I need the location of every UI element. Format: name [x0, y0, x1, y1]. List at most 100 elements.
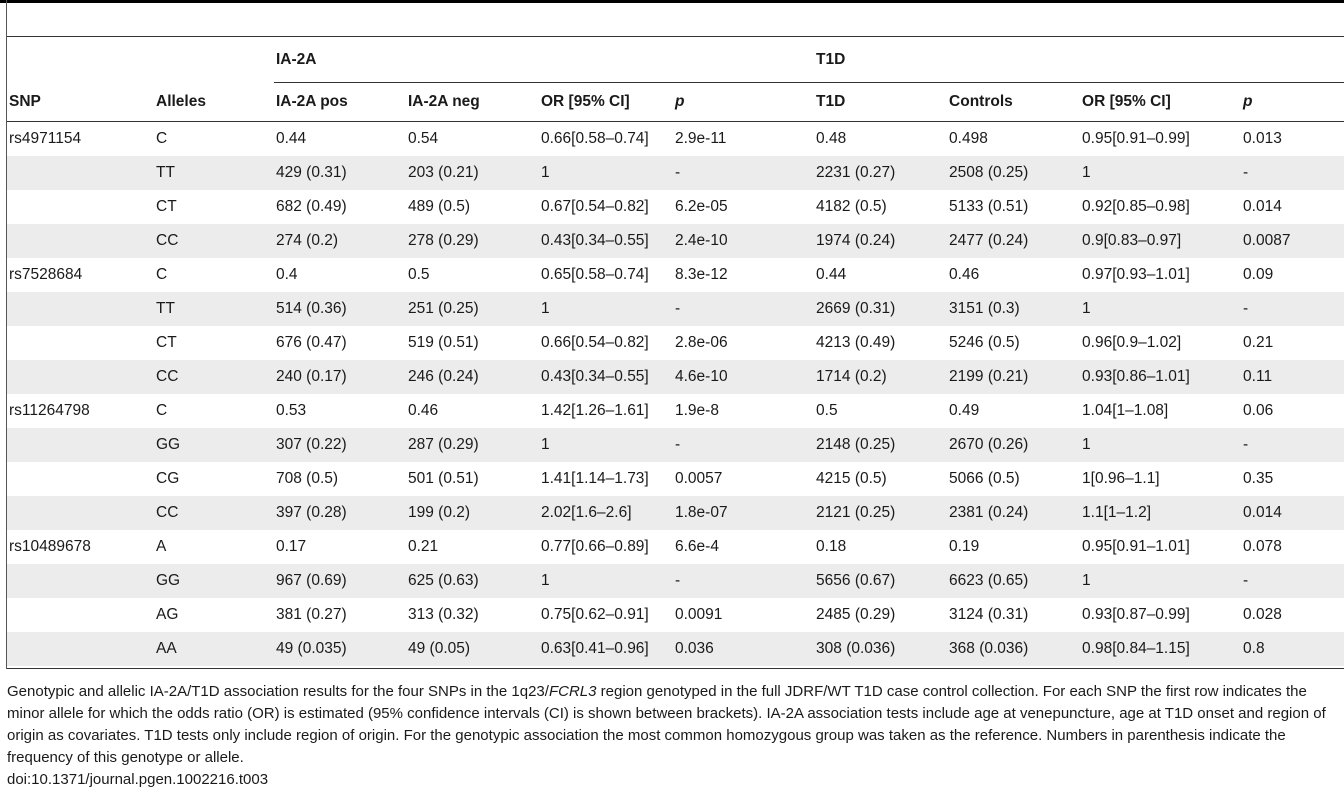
cell-t1d-or: 0.9[0.83–0.97]: [1080, 224, 1242, 258]
cell-t1d-or: 0.97[0.93–1.01]: [1082, 266, 1190, 283]
cell-ia2a-or: 0.65[0.58–0.74]: [541, 266, 649, 283]
cell-ia2a-neg: 49 (0.05): [406, 632, 539, 666]
cell-t1d-or: 1: [1080, 292, 1242, 326]
footnote-doi: doi:10.1371/journal.pgen.1002216.t003: [7, 771, 269, 788]
cell-ia2a-p: 2.9e-11: [675, 130, 727, 147]
table-row: AG 381 (0.27) 313 (0.32) 0.75[0.62–0.91] 0.0…: [7, 598, 1344, 632]
cell-ia2a-neg: 0.46: [408, 402, 439, 419]
cell-t1d: 4182 (0.5): [816, 198, 887, 215]
cell-controls: 2477 (0.24): [947, 224, 1081, 258]
cell-controls: 2381 (0.24): [947, 496, 1081, 530]
cell-ia2a-neg: 0.21: [408, 538, 439, 555]
results-table: IA-2A T1D SNP Alleles IA-2A pos IA-2A ne…: [7, 37, 1344, 666]
table-row: CT 676 (0.47) 519 (0.51) 0.66[0.54–0.82] 2.8…: [7, 326, 1344, 360]
col-header-t1d: T1D: [814, 82, 948, 122]
cell-ia2a-neg: 625 (0.63): [406, 564, 539, 598]
cell-t1d-p: 0.8: [1241, 632, 1344, 666]
cell-allele: CT: [156, 334, 177, 351]
cell-allele: CG: [156, 470, 180, 487]
cell-t1d: 5656 (0.67): [814, 564, 948, 598]
cell-t1d: 2669 (0.31): [814, 292, 948, 326]
cell-ia2a-p: 0.0057: [675, 470, 723, 487]
column-header-row: SNP Alleles IA-2A pos IA-2A neg OR [95% …: [7, 82, 1344, 122]
cell-ia2a-p: -: [673, 564, 815, 598]
cell-t1d: 0.18: [816, 538, 847, 555]
cell-allele: A: [156, 538, 167, 555]
cell-t1d: 0.44: [816, 266, 847, 283]
cell-snp: [7, 360, 154, 394]
cell-t1d-p: 0.014: [1243, 198, 1282, 215]
table-bottom-rule: [7, 668, 1344, 669]
cell-t1d: 0.5: [816, 402, 838, 419]
cell-snp: [7, 292, 154, 326]
cell-ia2a-pos: 708 (0.5): [276, 470, 339, 487]
cell-snp: rs11264798: [9, 402, 90, 419]
cell-ia2a-or: 0.66[0.58–0.74]: [541, 130, 649, 147]
cell-ia2a-neg: 0.5: [408, 266, 430, 283]
cell-controls: 2199 (0.21): [947, 360, 1081, 394]
cell-controls: 3151 (0.3): [947, 292, 1081, 326]
table-row: CC 397 (0.28) 199 (0.2) 2.02[1.6–2.6] 1.8e-0…: [7, 496, 1344, 530]
cell-ia2a-neg: 501 (0.51): [408, 470, 479, 487]
cell-t1d: 4215 (0.5): [816, 470, 887, 487]
cell-t1d-p: 0.11: [1241, 360, 1344, 394]
cell-t1d-p: 0.35: [1243, 470, 1274, 487]
cell-snp: [7, 598, 154, 632]
col-header-controls: Controls: [947, 82, 1081, 122]
cell-t1d-p: -: [1241, 564, 1344, 598]
cell-t1d: 2148 (0.25): [814, 428, 948, 462]
group-header-ia2a: IA-2A: [274, 37, 815, 83]
cell-t1d: 2121 (0.25): [814, 496, 948, 530]
col-header-ia2a-pos: IA-2A pos: [274, 82, 406, 122]
cell-ia2a-neg: 0.54: [408, 130, 439, 147]
cell-ia2a-pos: 381 (0.27): [276, 606, 347, 623]
cell-ia2a-neg: 489 (0.5): [408, 198, 471, 215]
cell-t1d: 2485 (0.29): [816, 606, 896, 623]
cell-allele: CC: [154, 224, 274, 258]
cell-controls: 0.19: [949, 538, 980, 555]
cell-t1d: 0.48: [816, 130, 847, 147]
cell-ia2a-p: -: [673, 292, 815, 326]
cell-ia2a-pos: 240 (0.17): [274, 360, 406, 394]
cell-t1d-or: 1.04[1–1.08]: [1082, 402, 1169, 419]
cell-ia2a-pos: 0.17: [276, 538, 307, 555]
cell-ia2a-or: 1.42[1.26–1.61]: [541, 402, 649, 419]
group-header-t1d: T1D: [814, 37, 1344, 83]
cell-ia2a-pos: 274 (0.2): [274, 224, 406, 258]
cell-ia2a-pos: 49 (0.035): [274, 632, 406, 666]
cell-t1d-p: 0.028: [1243, 606, 1282, 623]
table-row: CC 240 (0.17) 246 (0.24) 0.43[0.34–0.55] 4.6…: [7, 360, 1344, 394]
cell-t1d-p: 0.014: [1241, 496, 1344, 530]
cell-ia2a-or: 1: [539, 292, 673, 326]
table-row: TT 429 (0.31) 203 (0.21) 1-2231 (0.27) 2508 …: [7, 156, 1344, 190]
cell-ia2a-pos: 967 (0.69): [274, 564, 406, 598]
table-top-rule: [7, 36, 1344, 37]
col-header-ia2a-p: p: [673, 82, 815, 122]
cell-allele: C: [156, 130, 168, 147]
cell-ia2a-pos: 676 (0.47): [276, 334, 347, 351]
table-row: CT 682 (0.49) 489 (0.5) 0.67[0.54–0.82] 6.2e…: [7, 190, 1344, 224]
cell-controls: 368 (0.036): [947, 632, 1081, 666]
cell-controls: 2508 (0.25): [947, 156, 1081, 190]
cell-ia2a-p: -: [673, 428, 815, 462]
cell-ia2a-or: 1: [539, 156, 673, 190]
cell-ia2a-p: 4.6e-10: [673, 360, 815, 394]
cell-ia2a-p: 1.8e-07: [673, 496, 815, 530]
cell-ia2a-neg: 203 (0.21): [406, 156, 539, 190]
cell-t1d-p: 0.078: [1243, 538, 1282, 555]
cell-t1d: 1714 (0.2): [814, 360, 948, 394]
cell-ia2a-neg: 246 (0.24): [406, 360, 539, 394]
cell-snp: [7, 190, 154, 224]
cell-allele: C: [156, 402, 168, 419]
cell-ia2a-p: 8.3e-12: [675, 266, 728, 283]
footnote-text: Genotypic and allelic IA-2A/T1D associat…: [7, 681, 1344, 769]
cell-snp: [7, 462, 154, 496]
footnote-text-end: region genotyped in the full JDRF/WT T1D…: [7, 683, 1326, 766]
table-row: TT 514 (0.36) 251 (0.25) 1-2669 (0.31) 3151 …: [7, 292, 1344, 326]
cell-ia2a-or: 1.41[1.14–1.73]: [541, 470, 649, 487]
col-header-snp: SNP: [7, 82, 154, 122]
cell-snp: rs10489678: [9, 538, 91, 555]
cell-controls: 0.49: [949, 402, 980, 419]
cell-ia2a-or: 2.02[1.6–2.6]: [539, 496, 673, 530]
cell-snp: rs4971154: [9, 130, 82, 147]
